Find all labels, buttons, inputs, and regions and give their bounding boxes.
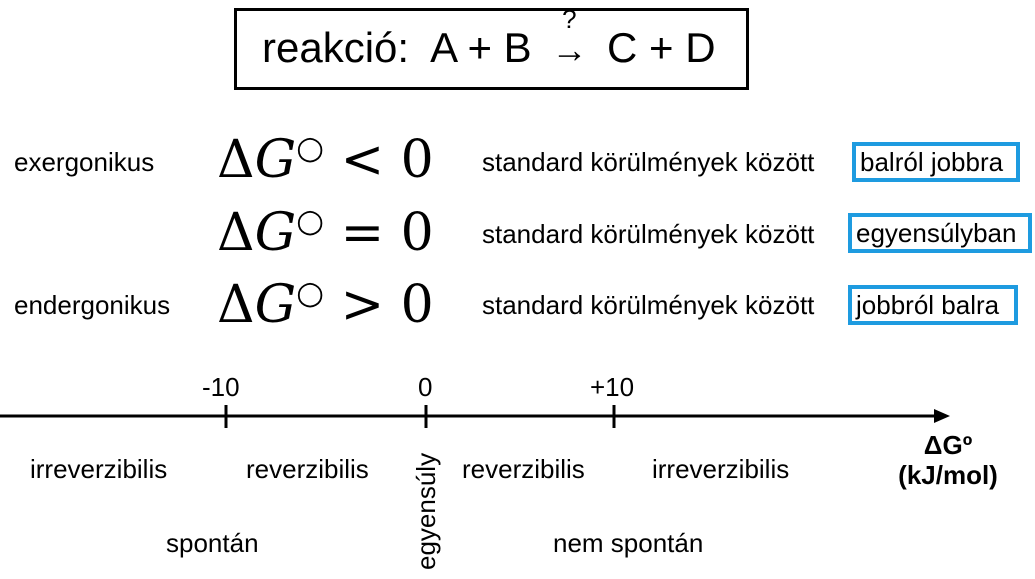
reaction-arrow: ? → [549, 6, 589, 76]
standard-degree: ○ [296, 273, 325, 312]
standard-degree: ○ [296, 201, 325, 240]
region-reversible-right: reverzibilis [462, 454, 585, 484]
condition-text: standard körülmények között [482, 290, 815, 320]
result-box-equilibrium: egyensúlyban [848, 213, 1032, 253]
formula-equal: ΔG○ = 0 [217, 203, 434, 263]
gibbs-symbol: G [254, 130, 297, 190]
region-spontaneous: spontán [166, 528, 259, 558]
tick-label-zero: 0 [418, 372, 433, 402]
question-mark: ? [562, 4, 577, 34]
region-irreversible-right: irreverzibilis [652, 454, 790, 484]
axis-title-unit: (kJ/mol) [898, 460, 998, 490]
region-equilibrium-vertical: egyensúly [411, 452, 441, 570]
zero-value: 0 [400, 203, 434, 263]
arrow-right-icon: → [551, 29, 588, 70]
reaction-prefix: reakció: [262, 24, 410, 71]
condition-text: standard körülmények között [482, 147, 815, 177]
tick-label-plus-10: +10 [590, 372, 635, 402]
condition-text: standard körülmények között [482, 219, 815, 249]
reaction-rhs: C + D [607, 24, 716, 71]
label-endergonic: endergonikus [14, 290, 171, 320]
reaction-box [234, 8, 749, 90]
axis-title: ΔGº (kJ/mol) [888, 430, 1008, 490]
standard-degree: ○ [296, 128, 325, 167]
reaction-equation: reakció: A + B ? → C + D [262, 6, 716, 76]
region-non-spontaneous: nem spontán [553, 528, 704, 558]
comparison-sign: > [340, 275, 385, 335]
zero-value: 0 [400, 130, 434, 190]
delta-symbol: Δ [217, 130, 255, 190]
region-reversible-left: reverzibilis [246, 454, 369, 484]
formula-greater-than: ΔG○ > 0 [217, 275, 434, 335]
tick-label-minus-10: -10 [202, 372, 240, 402]
gibbs-symbol: G [254, 275, 297, 335]
axis-arrowhead-icon [934, 409, 950, 423]
zero-value: 0 [400, 275, 434, 335]
axis-title-symbol: ΔGº [923, 430, 973, 460]
result-box-left-to-right: balról jobbra [852, 142, 1020, 182]
comparison-sign: < [340, 130, 385, 190]
delta-symbol: Δ [217, 275, 255, 335]
delta-symbol: Δ [217, 203, 255, 263]
gibbs-symbol: G [254, 203, 297, 263]
label-exergonic: exergonikus [14, 147, 155, 177]
result-box-right-to-left: jobbról balra [848, 285, 1018, 325]
region-irreversible-left: irreverzibilis [30, 454, 168, 484]
comparison-sign: = [340, 203, 385, 263]
formula-less-than: ΔG○ < 0 [217, 130, 434, 190]
reaction-lhs: A + B [430, 24, 532, 71]
